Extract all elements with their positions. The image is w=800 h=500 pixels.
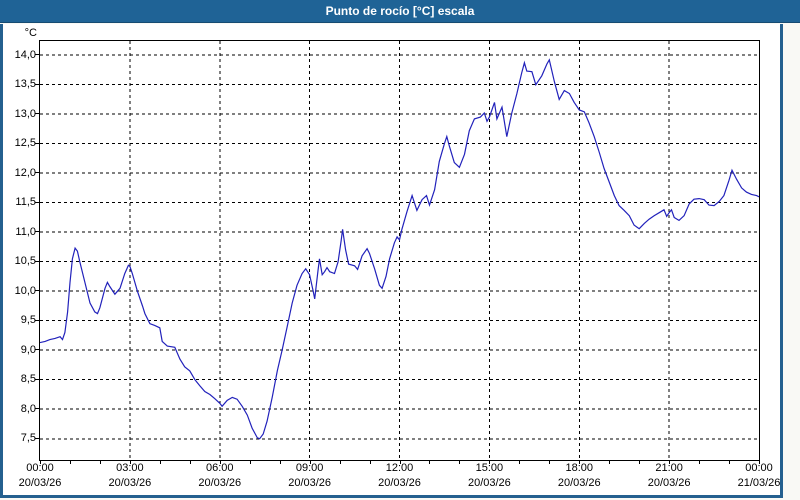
y-axis-tick-mark — [35, 83, 39, 85]
y-axis-tick-mark — [35, 142, 39, 144]
y-axis-tick-mark — [35, 349, 39, 351]
y-axis-tick-label: 9,5 — [20, 314, 36, 327]
y-axis-tick-mark — [35, 378, 39, 380]
y-axis-tick-mark — [35, 113, 39, 115]
x-axis-tick-mark — [369, 460, 371, 464]
x-axis-tick-mark — [249, 460, 251, 464]
x-axis-time-label: 06:00 — [205, 462, 234, 474]
x-axis-date-label: 20/03/26 — [18, 477, 62, 489]
x-axis-tick-mark — [279, 460, 281, 464]
x-axis-date-label: 20/03/26 — [288, 477, 332, 489]
x-axis-tick-mark — [40, 460, 41, 464]
y-axis-tick-mark — [35, 172, 39, 174]
x-axis-date-label: 20/03/26 — [198, 477, 242, 489]
x-axis-tick-mark — [609, 460, 611, 464]
y-axis-tick-label: 12,5 — [14, 137, 36, 150]
plot-area[interactable] — [39, 40, 760, 461]
y-axis-tick-label: 11,5 — [15, 196, 36, 209]
y-axis-tick-mark — [35, 231, 39, 233]
y-axis-tick-mark — [35, 290, 39, 292]
chart-title: Punto de rocío [°C] escala — [325, 4, 475, 18]
series-polyline — [40, 58, 759, 440]
x-axis-date-label: 20/03/26 — [647, 477, 691, 489]
chart-canvas — [40, 41, 759, 460]
y-axis-tick-label: 7,5 — [20, 432, 36, 445]
x-axis-date-label: 20/03/26 — [378, 477, 421, 489]
x-axis-date-label: 20/03/26 — [108, 477, 152, 489]
y-axis-tick-label: 13,0 — [14, 107, 36, 120]
x-axis-tick-mark — [219, 460, 221, 464]
y-axis-tick-label: 11,0 — [15, 225, 36, 238]
x-axis-tick-mark — [159, 460, 161, 464]
x-axis-tick-mark — [579, 460, 581, 464]
x-axis-date-label: 20/03/26 — [467, 477, 511, 489]
y-axis-tick-label: 12,0 — [14, 166, 36, 179]
y-axis-tick-label: 13,5 — [14, 78, 36, 91]
x-axis-time-label: 00:00 — [26, 462, 54, 474]
x-axis-tick-mark — [549, 460, 551, 464]
x-axis-tick-mark — [669, 460, 671, 464]
x-axis-tick-mark — [699, 460, 701, 464]
x-axis-tick-mark — [189, 460, 191, 464]
x-axis-time-label: 18:00 — [565, 462, 594, 474]
y-axis-tick-mark — [35, 319, 39, 321]
x-axis-tick-mark — [489, 460, 491, 464]
x-axis-tick-mark — [759, 460, 760, 464]
y-axis-tick-label: 10,5 — [14, 255, 36, 268]
y-axis-unit-label: °C — [24, 27, 37, 39]
series-line — [40, 58, 759, 440]
x-axis-tick-mark — [69, 460, 71, 464]
y-axis-tick-mark — [35, 54, 39, 56]
x-axis-tick-mark — [399, 460, 401, 464]
y-axis-tick-label: 14,0 — [14, 48, 36, 61]
gridlines — [40, 41, 759, 460]
y-axis-tick-mark — [35, 260, 39, 262]
x-axis-tick-mark — [99, 460, 101, 464]
x-axis-tick-mark — [729, 460, 731, 464]
y-axis-tick-mark — [35, 408, 39, 410]
x-axis-tick-mark — [429, 460, 431, 464]
y-axis-tick-label: 8,5 — [20, 373, 36, 386]
x-axis-date-label: 20/03/26 — [557, 477, 601, 489]
x-axis-time-label: 15:00 — [475, 462, 504, 474]
x-axis-tick-mark — [309, 460, 311, 464]
y-axis-tick-mark — [35, 201, 39, 203]
x-axis-time-label: 21:00 — [655, 462, 683, 474]
y-axis-tick-label: 10,0 — [14, 284, 36, 297]
x-axis-tick-mark — [519, 460, 521, 464]
y-axis-tick-label: 9,0 — [20, 343, 36, 356]
x-axis-time-label: 03:00 — [116, 462, 144, 474]
x-axis-tick-mark — [339, 460, 341, 464]
x-axis-tick-mark — [459, 460, 461, 464]
y-axis-tick-mark — [35, 437, 39, 439]
x-axis-tick-mark — [129, 460, 131, 464]
x-axis-time-label: 09:00 — [295, 462, 324, 474]
x-axis-tick-mark — [639, 460, 641, 464]
x-axis-date-label: 21/03/26 — [737, 477, 781, 489]
x-axis-time-label: 12:00 — [385, 462, 414, 474]
y-axis-tick-label: 8,0 — [20, 402, 36, 415]
x-axis-time-label: 00:00 — [745, 462, 773, 474]
chart-titlebar: Punto de rocío [°C] escala — [0, 0, 800, 23]
